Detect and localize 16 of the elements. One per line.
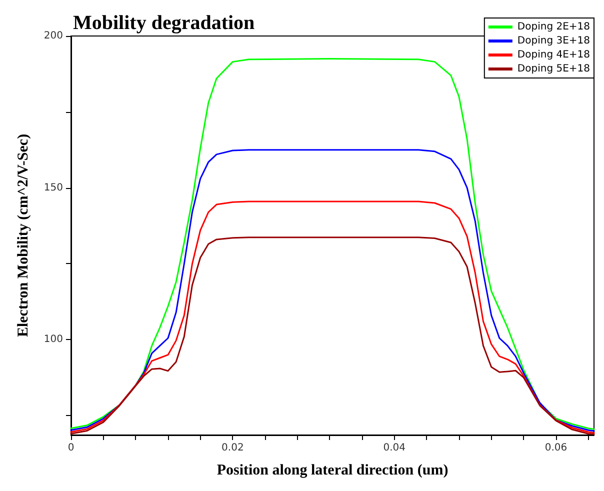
x-tick-label: 0 [68,442,74,454]
legend-label: Doping 4E+18 [517,50,590,60]
x-tick-label: 0.04 [383,442,406,454]
x-tick-label: 0.02 [222,442,244,454]
legend-label: Doping 3E+18 [517,36,590,46]
y-tick-label: 100 [44,334,63,346]
legend-label: Doping 5E+18 [517,64,590,74]
y-tick-label: 200 [44,30,63,42]
x-tick-label: 0.06 [544,442,568,454]
line-series [70,149,595,432]
x-axis-title: Position along lateral direction (um) [216,462,448,478]
y-tick-label: 150 [44,182,63,194]
line-series [70,58,595,430]
y-axis-title: Electron Mobility (cm^2/V-Sec) [16,134,32,338]
legend-label: Doping 2E+18 [517,22,590,32]
chart-title: Mobility degradation [73,12,255,34]
